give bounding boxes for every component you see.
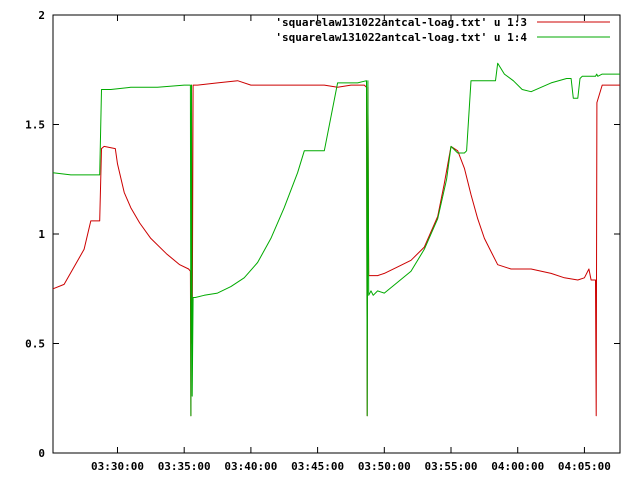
y-tick-label: 1.5 xyxy=(25,119,45,132)
x-tick-label: 03:40:00 xyxy=(224,460,277,473)
legend-label-series-2: 'squarelaw131022antcal-loag.txt' u 1:4 xyxy=(275,31,527,44)
legend: 'squarelaw131022antcal-loag.txt' u 1:3 '… xyxy=(275,16,610,44)
legend-label-series-1: 'squarelaw131022antcal-loag.txt' u 1:3 xyxy=(275,16,527,29)
x-tick-label: 03:50:00 xyxy=(358,460,411,473)
x-tick-label: 03:30:00 xyxy=(91,460,144,473)
series-line-1 xyxy=(52,80,620,417)
x-tick-label: 03:55:00 xyxy=(425,460,478,473)
y-tick-label: 0 xyxy=(38,447,45,460)
y-tick-label: 0.5 xyxy=(25,338,45,351)
series-line-2 xyxy=(52,62,620,417)
series-layer xyxy=(52,62,620,417)
y-tick-label: 2 xyxy=(38,9,45,22)
plot-frame xyxy=(52,14,621,454)
x-tick-label: 03:45:00 xyxy=(291,460,344,473)
x-tick-label: 03:35:00 xyxy=(158,460,211,473)
x-tick-label: 04:05:00 xyxy=(558,460,611,473)
y-tick-label: 1 xyxy=(38,228,45,241)
x-tick-label: 04:00:00 xyxy=(491,460,544,473)
y-axis: 0 0.5 1 1.5 2 xyxy=(25,9,620,460)
x-axis: 03:30:00 03:35:00 03:40:00 03:45:00 03:50:00… xyxy=(91,15,611,473)
